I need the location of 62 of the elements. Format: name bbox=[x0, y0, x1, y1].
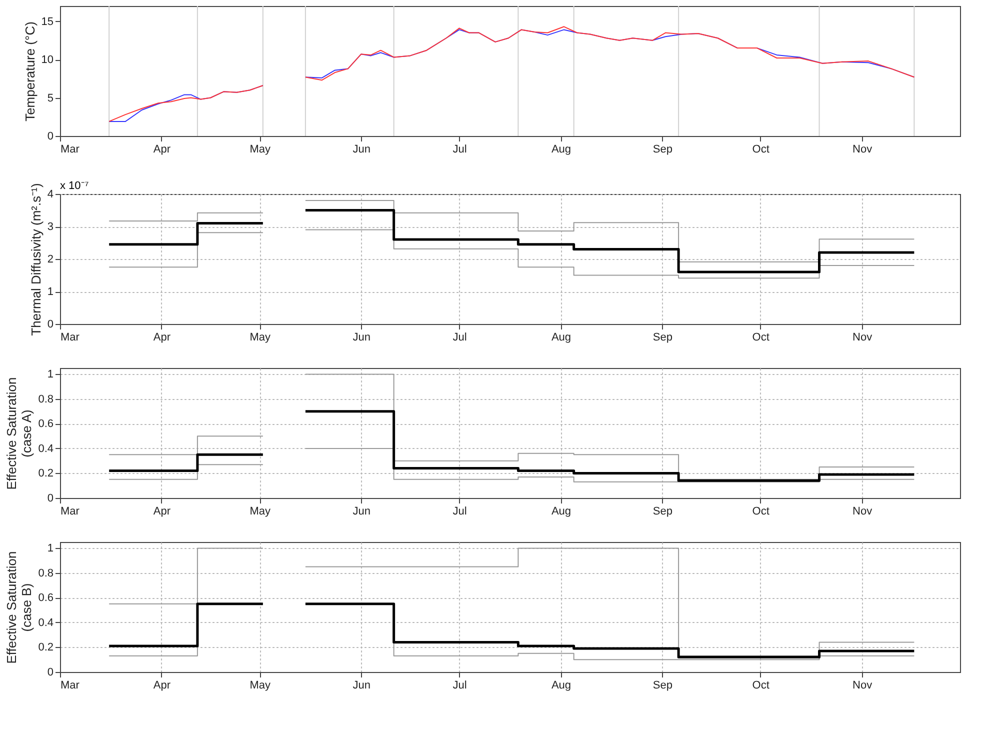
y-axis-title: Temperature (°C) bbox=[22, 22, 38, 122]
x-tick-label: Nov bbox=[852, 680, 873, 692]
x-tick-label: Jul bbox=[452, 506, 467, 518]
x-tick-label: Jul bbox=[452, 332, 467, 344]
x-tick-label: May bbox=[250, 144, 272, 156]
x-tick-label: Jul bbox=[452, 680, 467, 692]
x-tick-label: Mar bbox=[60, 680, 80, 692]
x-tick-label: Nov bbox=[852, 144, 873, 156]
x-tick-label: May bbox=[250, 506, 272, 518]
y-tick-label: 0.2 bbox=[38, 642, 54, 654]
x-tick-label: Aug bbox=[551, 680, 572, 692]
x-tick-label: Apr bbox=[153, 332, 171, 344]
x-tick-label: Jun bbox=[352, 144, 370, 156]
x-tick-label: Jun bbox=[352, 680, 370, 692]
x-tick-label: Mar bbox=[60, 332, 80, 344]
x-tick-label: Apr bbox=[153, 506, 171, 518]
y-tick-label: 0.2 bbox=[38, 468, 54, 480]
x-tick-label: Sep bbox=[652, 332, 672, 344]
y-tick-label: 0 bbox=[47, 666, 54, 678]
x-tick-label: Aug bbox=[551, 506, 572, 518]
y-tick-label: 15 bbox=[41, 16, 54, 28]
y-tick-label: 1 bbox=[47, 368, 54, 381]
x-tick-label: Apr bbox=[153, 680, 171, 692]
x-tick-label: Oct bbox=[752, 144, 770, 156]
x-tick-label: Oct bbox=[752, 506, 770, 518]
y-axis-title: Effective Saturation (case B) bbox=[4, 551, 34, 664]
x-tick-label: Nov bbox=[852, 332, 873, 344]
x-tick-label: Sep bbox=[652, 680, 672, 692]
y-axis-title: Thermal Diffusivity (m².s⁻¹) bbox=[28, 183, 44, 336]
y-tick-label: 0.8 bbox=[38, 393, 54, 406]
x-tick-label: Jun bbox=[352, 332, 370, 344]
x-tick-label: Sep bbox=[652, 506, 672, 518]
x-tick-label: Jun bbox=[352, 506, 370, 518]
y-tick-label: 1 bbox=[47, 542, 54, 555]
y-tick-label: 0.8 bbox=[38, 567, 54, 580]
y-tick-label: 4 bbox=[47, 188, 54, 200]
x-tick-label: Apr bbox=[153, 144, 171, 156]
x-tick-label: Aug bbox=[551, 332, 572, 344]
x-tick-label: Mar bbox=[60, 506, 80, 518]
y-tick-label: 0.4 bbox=[38, 442, 54, 455]
y-tick-label: 0 bbox=[47, 130, 54, 142]
x-tick-label: Mar bbox=[60, 144, 80, 156]
y-tick-label: 2 bbox=[47, 254, 54, 266]
y-tick-label: 1 bbox=[47, 286, 54, 298]
x-tick-label: May bbox=[250, 332, 272, 344]
y-tick-label: 3 bbox=[47, 221, 54, 233]
y-tick-label: 5 bbox=[47, 92, 54, 104]
y-tick-label: 0.6 bbox=[38, 592, 54, 604]
x-tick-label: Jul bbox=[452, 144, 467, 156]
x-tick-label: Oct bbox=[752, 680, 770, 692]
x-tick-label: Sep bbox=[652, 144, 672, 156]
y-tick-label: 0.6 bbox=[38, 418, 54, 430]
x-tick-label: Aug bbox=[551, 144, 572, 156]
y-tick-label: 0.4 bbox=[38, 616, 54, 629]
y-tick-label: 10 bbox=[41, 54, 54, 66]
x-tick-label: Oct bbox=[752, 332, 770, 344]
y-axis-title: Effective Saturation (case A) bbox=[4, 377, 34, 490]
y-tick-label: 0 bbox=[47, 318, 54, 330]
x-tick-label: Nov bbox=[852, 506, 873, 518]
y-tick-label: 0 bbox=[47, 492, 54, 504]
text: x 10⁻⁷ bbox=[60, 180, 89, 192]
x-tick-label: May bbox=[250, 680, 272, 692]
